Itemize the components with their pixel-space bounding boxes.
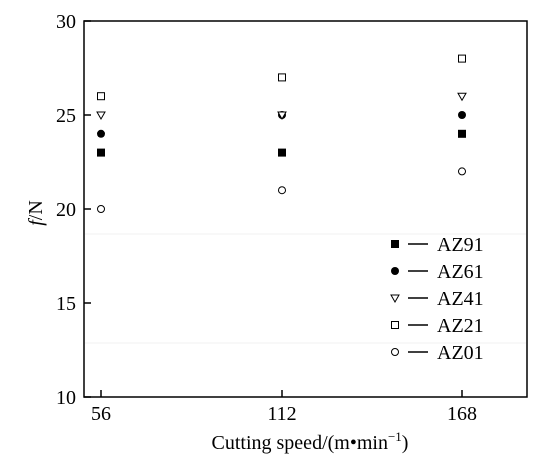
data-point-az91 <box>458 129 466 138</box>
y-axis-title: f/N <box>25 200 47 226</box>
legend-label-az01: AZ01 <box>437 342 484 364</box>
data-point-az21 <box>458 54 466 63</box>
legend-label-az41: AZ41 <box>437 288 484 310</box>
data-point-az41 <box>457 92 467 102</box>
plot-border <box>83 20 528 398</box>
legend-label-az61: AZ61 <box>437 261 484 283</box>
data-point-az41 <box>277 111 287 121</box>
legend-marker-az61 <box>391 267 399 275</box>
y-tick-label: 25 <box>56 105 76 127</box>
legend-label-az91: AZ91 <box>437 234 484 256</box>
data-points <box>96 54 467 213</box>
data-point-az21 <box>278 73 286 82</box>
data-point-az61 <box>458 111 466 119</box>
plot-frame <box>83 20 528 398</box>
data-point-az21 <box>97 92 105 101</box>
x-axis: 56 112 168 <box>91 390 477 425</box>
data-point-az41 <box>96 111 106 121</box>
legend-marker-az21 <box>391 321 399 329</box>
data-point-az91 <box>278 148 286 157</box>
legend-marker-az91 <box>391 240 399 248</box>
data-point-az91 <box>97 148 105 157</box>
y-tick-label: 20 <box>56 199 76 221</box>
y-tick-label: 15 <box>56 293 76 315</box>
legend: AZ91 AZ61 AZ41 AZ21 AZ01 <box>390 234 484 364</box>
legend-marker-az01 <box>391 348 399 356</box>
y-tick-label: 10 <box>56 387 76 409</box>
y-axis: 10 15 20 25 30 <box>56 11 91 409</box>
x-tick-label: 56 <box>91 403 111 425</box>
x-tick-label: 168 <box>447 403 477 425</box>
legend-marker-az41 <box>390 294 400 304</box>
data-point-az01 <box>97 205 105 213</box>
data-point-az01 <box>458 167 466 176</box>
y-tick-label: 30 <box>56 11 76 33</box>
x-tick-label: 112 <box>267 403 296 425</box>
x-axis-title: Cutting speed/(m•min−1) <box>212 429 409 454</box>
data-point-az61 <box>97 129 105 138</box>
legend-label-az21: AZ21 <box>437 315 484 337</box>
data-point-az01 <box>278 186 286 195</box>
